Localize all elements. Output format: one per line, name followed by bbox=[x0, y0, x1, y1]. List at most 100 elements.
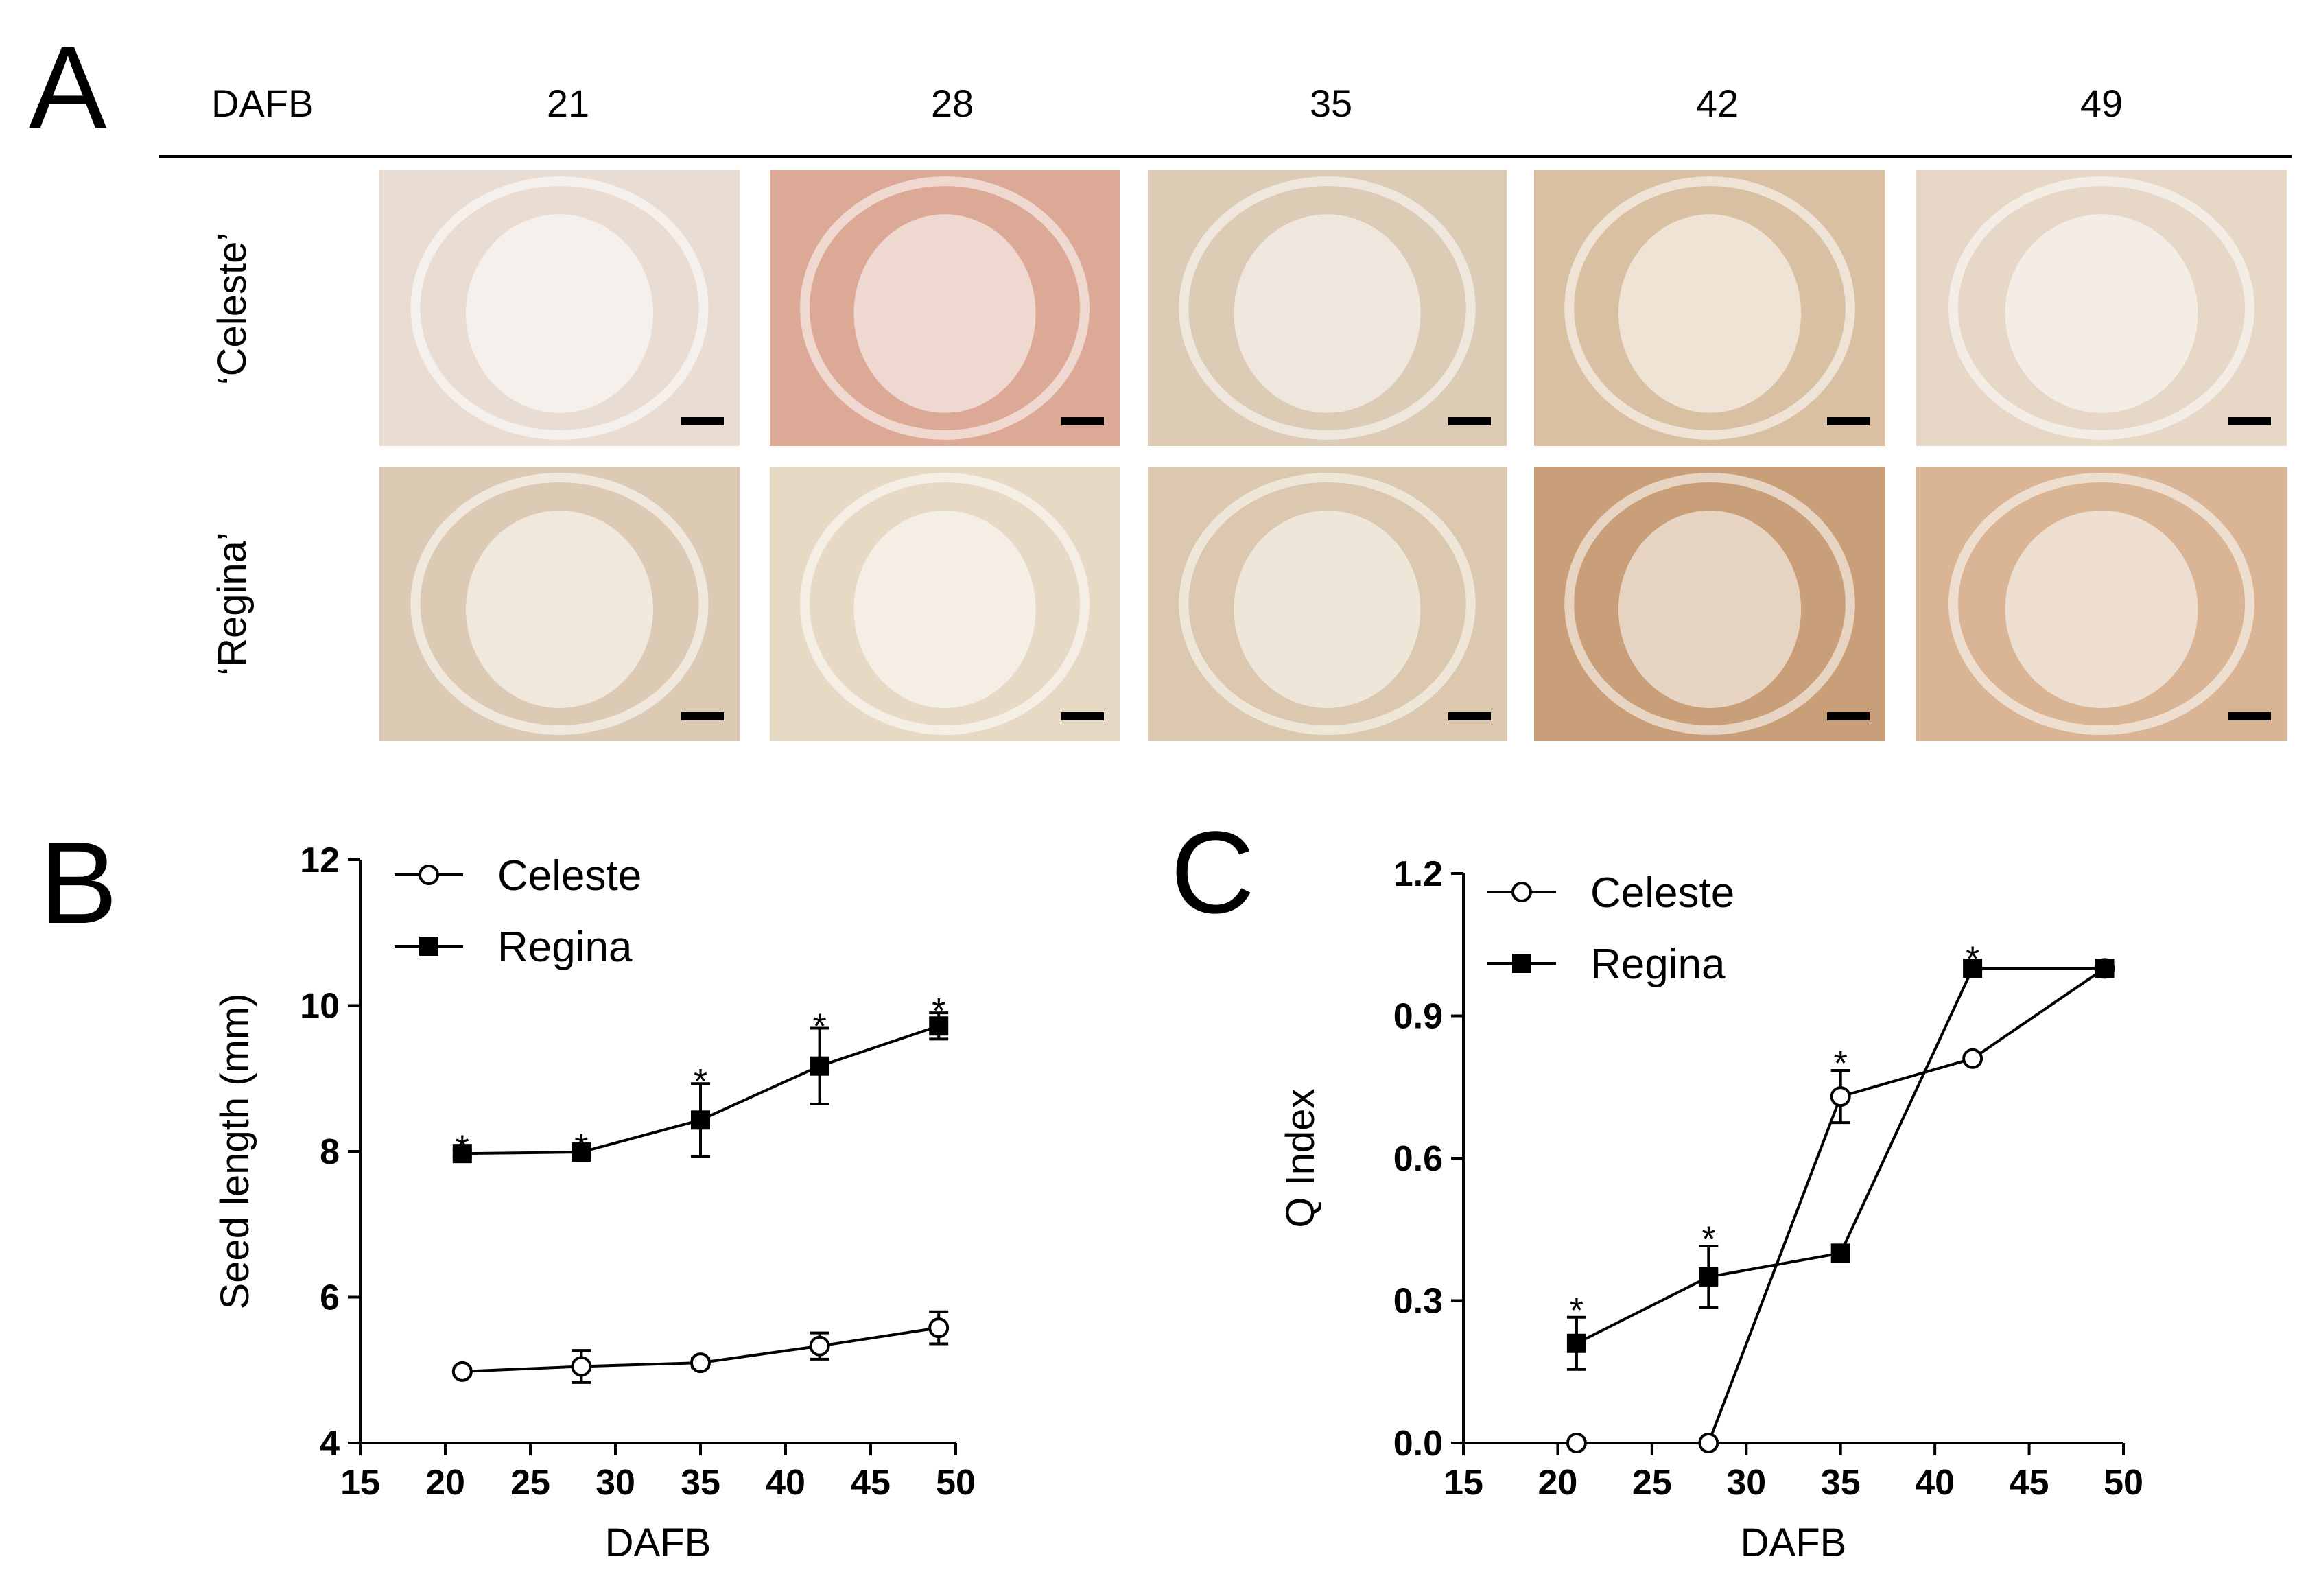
x-tick-label: 25 bbox=[510, 1463, 550, 1503]
seed-photo bbox=[1148, 467, 1507, 741]
y-tick-label: 4 bbox=[320, 1424, 340, 1464]
scale-bar bbox=[1827, 417, 1870, 425]
x-tick-label: 25 bbox=[1632, 1463, 1672, 1503]
photo-row-label: ‘Celeste’ bbox=[210, 233, 255, 385]
y-tick-label: 0.0 bbox=[1393, 1424, 1443, 1464]
y-tick-label: 10 bbox=[300, 987, 340, 1026]
y-tick-label: 0.6 bbox=[1393, 1139, 1443, 1179]
scale-bar bbox=[2228, 712, 2271, 720]
series-celeste bbox=[451, 1310, 950, 1384]
panel-letter-b: B bbox=[40, 818, 117, 948]
seed-photo bbox=[1916, 170, 2287, 446]
significance-star: * bbox=[456, 1129, 469, 1169]
x-tick-label: 15 bbox=[1444, 1463, 1483, 1503]
scale-bar bbox=[1827, 712, 1870, 720]
data-point bbox=[1962, 1048, 1983, 1069]
seed-embryo bbox=[1234, 511, 1421, 708]
data-point bbox=[1830, 1086, 1851, 1107]
significance-star: * bbox=[812, 1007, 826, 1046]
seed-coat-outline bbox=[410, 176, 709, 440]
seed-embryo bbox=[466, 214, 653, 413]
seed-coat-outline bbox=[1564, 176, 1855, 440]
x-axis-label: DAFB bbox=[1741, 1521, 1847, 1565]
significance-star: * bbox=[1701, 1220, 1715, 1260]
data-point bbox=[2095, 959, 2115, 978]
y-tick-label: 0.9 bbox=[1393, 997, 1443, 1037]
legend-marker bbox=[1512, 954, 1531, 973]
seed-photo bbox=[379, 170, 740, 446]
seed-coat-outline bbox=[1179, 473, 1476, 735]
seed-embryo bbox=[2005, 214, 2198, 413]
legend-label: Regina bbox=[1590, 941, 1726, 988]
x-tick-label: 30 bbox=[1726, 1463, 1766, 1503]
x-tick-label: 45 bbox=[851, 1463, 891, 1503]
x-tick-label: 35 bbox=[1821, 1463, 1861, 1503]
data-point bbox=[809, 1335, 830, 1357]
data-point bbox=[691, 1110, 710, 1130]
scale-bar bbox=[1061, 712, 1104, 720]
data-point bbox=[690, 1352, 711, 1374]
data-point bbox=[1699, 1267, 1719, 1287]
seed-coat-outline bbox=[1564, 473, 1855, 735]
photo-column-header: 35 bbox=[1310, 82, 1352, 125]
data-point bbox=[451, 1361, 473, 1382]
seed-embryo bbox=[1618, 214, 1802, 413]
seed-coat-outline bbox=[410, 473, 709, 735]
panel-letter-a: A bbox=[29, 23, 107, 153]
seed-embryo bbox=[1618, 511, 1802, 708]
x-tick-label: 50 bbox=[936, 1463, 976, 1503]
data-point bbox=[1830, 1243, 1850, 1263]
seed-embryo bbox=[2005, 511, 2198, 708]
photo-grid bbox=[379, 170, 2287, 741]
seed-photo bbox=[1534, 467, 1885, 741]
panel-letter-c: C bbox=[1170, 808, 1255, 938]
legend-label: Celeste bbox=[1590, 869, 1734, 917]
x-tick-label: 40 bbox=[1915, 1463, 1955, 1503]
significance-star: * bbox=[574, 1127, 588, 1167]
seed-coat-outline bbox=[800, 176, 1090, 440]
x-tick-label: 35 bbox=[681, 1463, 720, 1503]
seed-coat-outline bbox=[1948, 473, 2254, 735]
seed-photo bbox=[1916, 467, 2287, 741]
legend-label: Celeste bbox=[497, 852, 641, 900]
x-tick-label: 20 bbox=[1538, 1463, 1578, 1503]
photo-column-header: 28 bbox=[931, 82, 974, 125]
y-axis-label: Q Index bbox=[1278, 1088, 1323, 1228]
x-tick-label: 50 bbox=[2104, 1463, 2143, 1503]
series-celeste bbox=[1566, 958, 2115, 1453]
q-index-chart: 15 20 25 30 35 40 45 50 0.0 0.3 0.6 0.9 1.2 DAFB Q Ind… bbox=[1278, 854, 2143, 1565]
x-tick-label: 45 bbox=[2010, 1463, 2049, 1503]
seed-embryo bbox=[1234, 214, 1421, 413]
seed-photo bbox=[379, 467, 740, 741]
x-tick-label: 30 bbox=[596, 1463, 635, 1503]
data-point bbox=[1963, 959, 1983, 978]
series-regina bbox=[452, 1011, 949, 1164]
legend-marker bbox=[419, 937, 438, 956]
data-point bbox=[810, 1056, 829, 1076]
significance-star: * bbox=[932, 991, 945, 1031]
series-regina bbox=[1566, 959, 2115, 1371]
photo-row-labels: ‘Celeste’ ‘Regina’ bbox=[210, 233, 255, 676]
legend-marker bbox=[1511, 882, 1532, 902]
data-point bbox=[928, 1317, 950, 1339]
series-line bbox=[1576, 967, 2106, 1444]
seed-photo bbox=[770, 170, 1120, 446]
legend-marker bbox=[419, 865, 439, 885]
photo-header-label: DAFB bbox=[211, 82, 314, 125]
seed-embryo bbox=[853, 214, 1036, 413]
x-tick-label: 20 bbox=[425, 1463, 465, 1503]
scale-bar bbox=[681, 712, 724, 720]
seed-coat-outline bbox=[800, 473, 1090, 735]
scale-bar bbox=[1061, 417, 1104, 425]
y-tick-label: 0.3 bbox=[1393, 1282, 1443, 1322]
legend-label: Regina bbox=[497, 924, 633, 971]
photo-column-header: 49 bbox=[2080, 82, 2123, 125]
seed-embryo bbox=[466, 511, 653, 708]
photo-column-header: 21 bbox=[547, 82, 589, 125]
y-tick-label: 6 bbox=[320, 1278, 340, 1318]
y-tick-label: 8 bbox=[320, 1132, 340, 1172]
y-tick-label: 12 bbox=[300, 841, 340, 880]
data-point bbox=[571, 1356, 592, 1377]
significance-star: * bbox=[1570, 1291, 1583, 1330]
